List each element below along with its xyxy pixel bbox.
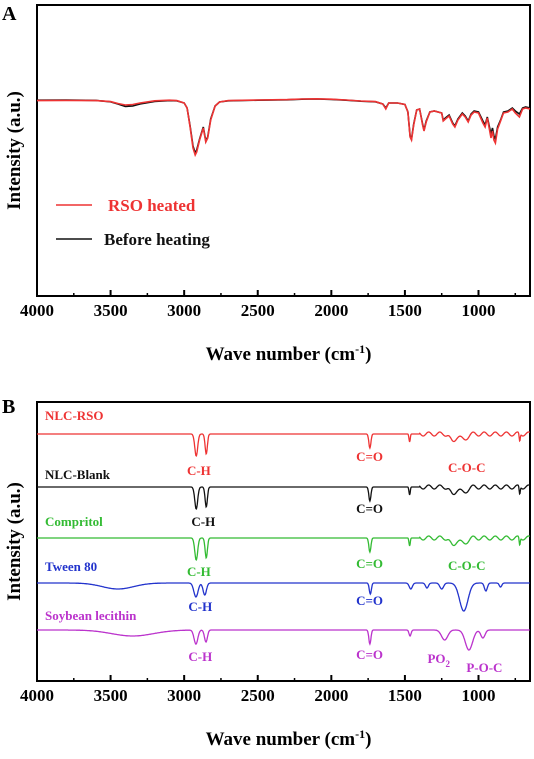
x-tick-label: 2500 — [241, 301, 275, 320]
x-tick-label: 3000 — [167, 301, 201, 320]
peak-label: C=O — [356, 449, 383, 464]
x-tick-label: 4000 — [20, 301, 54, 320]
spectrum-0 — [37, 431, 530, 457]
panel-letter: A — [2, 3, 17, 25]
panel-letter: B — [2, 396, 15, 418]
x-tick-label: 2000 — [314, 686, 348, 705]
peak-label-text: C-H — [187, 564, 211, 579]
series-line-0 — [37, 97, 530, 158]
peak-label: C-H — [188, 649, 212, 664]
peak-label-text: PO — [427, 651, 445, 666]
x-tick-label: 2500 — [241, 686, 275, 705]
peak-label-text: P-O-C — [466, 660, 502, 675]
peak-label-text: C=O — [356, 647, 383, 662]
series-name-0: NLC-RSO — [45, 408, 104, 423]
peak-label: C-O-C — [448, 460, 486, 475]
spectrum-3 — [37, 582, 530, 612]
legend: RSO heated Before heating — [56, 196, 210, 249]
peak-label: C=O — [356, 556, 383, 571]
y-axis-label: Intensity (a.u.) — [4, 482, 25, 601]
peak-label-text: C-O-C — [448, 558, 486, 573]
x-axis-label: Wave number (cm-1) — [206, 727, 372, 750]
series-name-3: Tween 80 — [45, 559, 97, 574]
peak-label-text: C=O — [356, 593, 383, 608]
legend-label-0: RSO heated — [108, 196, 196, 215]
panel-A: A 4000 3500 3000 2500 2000 1500 1000 Wave number… — [2, 3, 531, 365]
spectrum-2 — [37, 535, 530, 561]
x-tick-label: 3000 — [167, 686, 201, 705]
peak-label-text: C-H — [191, 514, 215, 529]
series-name-1: NLC-Blank — [45, 467, 111, 482]
x-tick-label: 4000 — [20, 686, 54, 705]
peak-label-text: C=O — [356, 501, 383, 516]
x-tick-label: 1500 — [388, 686, 422, 705]
panel-B: B 4000 3500 3000 2500 2000 1500 1000 Wave number… — [2, 396, 531, 750]
plot-area — [37, 97, 530, 158]
x-tick-label: 3500 — [94, 686, 128, 705]
x-axis-label-sup: -1 — [355, 727, 365, 741]
spectrum-1 — [37, 484, 530, 510]
peak-label: PO2 — [427, 651, 450, 669]
peak-label: C=O — [356, 501, 383, 516]
peak-label-text: C-O-C — [448, 460, 486, 475]
legend-label-1: Before heating — [104, 230, 210, 249]
peak-label: P-O-C — [466, 660, 502, 675]
peak-label-text: C-H — [188, 649, 212, 664]
peak-label: C-H — [187, 564, 211, 579]
plot-area — [37, 431, 530, 651]
x-axis-label-close: ) — [365, 729, 371, 750]
y-axis-label: Intensity (a.u.) — [4, 91, 25, 210]
x-axis-label-sup: -1 — [355, 342, 365, 356]
peak-label-text: C-H — [187, 463, 211, 478]
x-tick-label: 1500 — [388, 301, 422, 320]
x-tick-label: 1000 — [461, 301, 495, 320]
peak-label-text: C=O — [356, 556, 383, 571]
peak-label-sub: 2 — [446, 659, 451, 669]
x-axis-label-main: Wave number (cm — [206, 729, 356, 750]
peak-label: C-H — [187, 463, 211, 478]
plot-frame — [36, 4, 531, 297]
spectrum-4 — [37, 629, 530, 651]
x-axis-label-main: Wave number (cm — [206, 344, 356, 365]
series-name-4: Soybean lecithin — [45, 608, 137, 623]
peak-label: C=O — [356, 593, 383, 608]
peak-label: C-O-C — [448, 558, 486, 573]
x-tick-label: 3500 — [94, 301, 128, 320]
peak-label: C-H — [188, 599, 212, 614]
peak-label-text: C=O — [356, 449, 383, 464]
peak-label: C-H — [191, 514, 215, 529]
peak-label-text: C-H — [188, 599, 212, 614]
series-name-2: Compritol — [45, 514, 103, 529]
x-tick-label: 1000 — [461, 686, 495, 705]
x-axis-label: Wave number (cm-1) — [206, 342, 372, 365]
peak-label: C=O — [356, 647, 383, 662]
plot-frame — [36, 401, 531, 682]
x-axis-label-close: ) — [365, 344, 371, 365]
x-tick-label: 2000 — [314, 301, 348, 320]
